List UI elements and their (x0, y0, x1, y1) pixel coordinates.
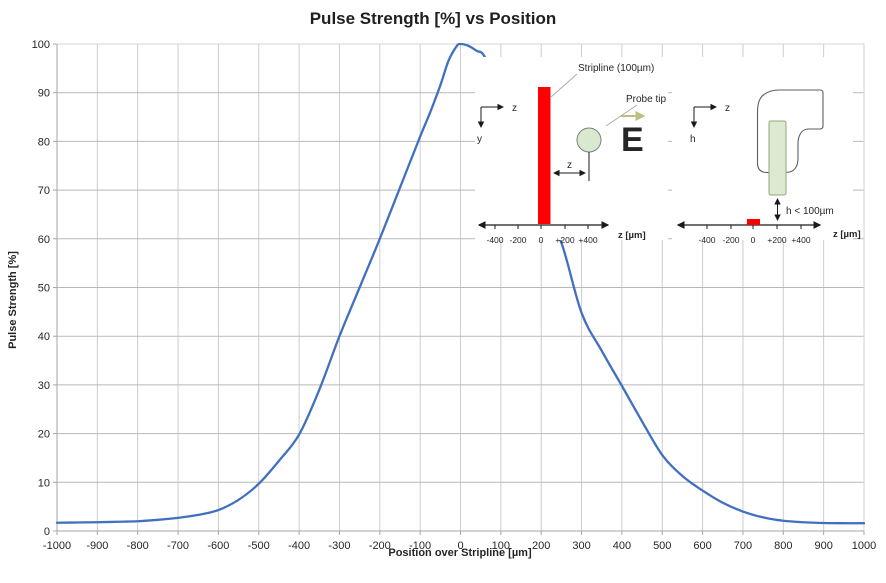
inset-tick-label: 0 (751, 235, 756, 245)
x-tick-label: -800 (127, 540, 149, 552)
x-tick-label: 1000 (852, 540, 876, 552)
inset-left-background (475, 57, 668, 240)
probe-tip-rect (768, 120, 787, 196)
x-tick-label: 600 (693, 540, 711, 552)
x-tick-label: -400 (288, 540, 310, 552)
inset-tick-label: +200 (555, 235, 574, 245)
stripline-cross-section-rect (747, 219, 760, 225)
x-tick-label: 500 (653, 540, 671, 552)
inset-probe-height-diagram: z h h < 100µm -400 -200 0 +200 +400 z [µm] (672, 57, 861, 245)
h-dimension-label: h < 100µm (786, 206, 834, 217)
inset-tick-label: -200 (509, 235, 526, 245)
axis-tick-labels: -1000 -900 -800 -700 -600 -500 -400 -300 -200 -10… (32, 39, 877, 552)
x-tick-label: -700 (167, 540, 189, 552)
x-tick-label: -1000 (43, 540, 71, 552)
data-series-curve (55, 42, 866, 525)
x-axis-title: Position over Stripline [µm] (388, 547, 532, 559)
x-tick-label: -500 (248, 540, 270, 552)
inset-tick-label: +200 (767, 235, 786, 245)
y-tick-label: 70 (38, 185, 50, 197)
y-tick-label: 80 (38, 136, 50, 148)
y-tick-label: 60 (38, 234, 50, 246)
efield-symbol: E (621, 121, 644, 159)
coord-z-label: z (725, 103, 730, 114)
inset-tick-label: 0 (539, 235, 544, 245)
stripline-rect (538, 87, 551, 224)
y-tick-label: 20 (38, 429, 50, 441)
coord-y-label: y (477, 134, 482, 145)
x-tick-label: 300 (572, 540, 590, 552)
x-tick-label: 200 (532, 540, 550, 552)
inset-tick-label: -200 (722, 235, 739, 245)
x-tick-label: 0 (457, 540, 463, 552)
inset-tick-label: +400 (578, 235, 597, 245)
stripline-leader-line (550, 73, 578, 98)
x-tick-label: 400 (613, 540, 631, 552)
y-tick-label: 50 (38, 283, 50, 295)
chart-title: Pulse Strength [%] vs Position (310, 9, 557, 28)
inset-left-axis-ticks: -400 -200 0 +200 +400 (486, 225, 598, 245)
inset-stripline-diagram: z y Stripline (100µm) Probe tip E z -400… (475, 57, 668, 245)
x-tick-label: -600 (207, 540, 229, 552)
inset-tick-label: -400 (486, 235, 503, 245)
z-dimension-label: z (567, 160, 572, 171)
coord-z-label: z (512, 103, 517, 114)
x-tick-label: -900 (86, 540, 108, 552)
x-tick-label: 100 (492, 540, 510, 552)
y-tick-label: 0 (44, 526, 50, 538)
y-tick-label: 100 (32, 39, 50, 51)
x-tick-label: 700 (734, 540, 752, 552)
inset-tick-label: -400 (698, 235, 715, 245)
y-tick-label: 40 (38, 331, 50, 343)
inset-right-axis-ticks: -400 -200 0 +200 +400 (698, 225, 811, 245)
x-tick-label: -200 (369, 540, 391, 552)
y-tick-label: 90 (38, 88, 50, 100)
x-tick-label: 800 (774, 540, 792, 552)
pulse-strength-line (55, 42, 866, 525)
y-tick-label: 10 (38, 477, 50, 489)
x-tick-label: 900 (814, 540, 832, 552)
probe-tip-label: Probe tip (626, 94, 666, 105)
stripline-label: Stripline (100µm) (578, 63, 654, 74)
x-tick-label: -100 (409, 540, 431, 552)
probe-tip-circle (576, 127, 602, 153)
inset-left-axis-unit-label: z [µm] (618, 230, 646, 241)
inset-right-axis-unit-label: z [µm] (833, 229, 861, 240)
gridlines (53, 43, 865, 535)
inset-tick-label: +400 (791, 235, 810, 245)
coord-h-label: h (690, 134, 696, 145)
y-axis-title: Pulse Strength [%] (7, 251, 19, 349)
y-tick-label: 30 (38, 380, 50, 392)
x-tick-label: -300 (328, 540, 350, 552)
